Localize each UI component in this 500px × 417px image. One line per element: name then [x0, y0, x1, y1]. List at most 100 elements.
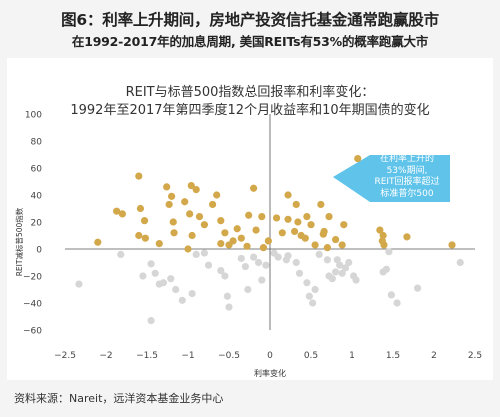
data-point — [252, 226, 260, 234]
data-point — [305, 292, 313, 300]
y-axis-label: REIT减标普500指数 — [14, 207, 24, 276]
figure-title: 图6：利率上升期间，房地产投资信托基金通常跑赢股市 — [61, 11, 439, 29]
data-point — [217, 217, 225, 225]
data-point — [338, 269, 346, 277]
y-tick-label: −40 — [23, 300, 42, 310]
data-point — [448, 241, 456, 249]
data-point — [221, 272, 229, 280]
data-point — [168, 192, 176, 200]
data-point — [147, 316, 155, 325]
data-point — [414, 284, 422, 292]
data-point — [155, 240, 163, 248]
data-point — [241, 262, 249, 271]
data-point — [332, 268, 340, 276]
data-point — [325, 213, 333, 221]
data-point — [385, 248, 393, 256]
x-tick-label: 2.5 — [468, 351, 482, 361]
data-point — [151, 269, 159, 277]
data-point — [165, 200, 173, 209]
data-point — [340, 221, 348, 229]
data-point — [200, 221, 208, 229]
data-point — [262, 261, 270, 269]
data-point — [75, 280, 83, 288]
data-point — [188, 231, 196, 240]
data-point — [376, 226, 384, 234]
y-tick-label: −60 — [23, 327, 42, 337]
data-point — [225, 303, 233, 311]
data-point — [333, 256, 341, 264]
x-tick-label: 0 — [267, 351, 273, 361]
data-point — [345, 258, 353, 267]
data-point — [272, 214, 281, 222]
data-point — [181, 198, 189, 206]
data-point — [303, 279, 311, 287]
data-point — [319, 230, 327, 238]
y-tick-label: 40 — [31, 192, 43, 202]
data-point — [332, 235, 340, 244]
data-point — [264, 237, 272, 245]
data-point — [186, 210, 194, 218]
source-note: 资料来源：Nareit，远洋资本基金业务中心 — [14, 392, 224, 405]
y-tick-label: 100 — [25, 111, 42, 121]
data-point — [118, 210, 126, 218]
callout-text: 在利率上升的 53%期间, REIT回报率超过 标准普尔500 — [370, 154, 444, 200]
x-tick-label: −2.5 — [54, 351, 76, 361]
data-point — [178, 296, 186, 304]
data-point — [278, 229, 286, 237]
data-point — [387, 291, 395, 299]
data-point — [94, 238, 102, 246]
data-point — [328, 275, 336, 283]
data-point — [192, 250, 200, 258]
callout-line: REIT回报率超过 — [374, 177, 440, 187]
data-point — [139, 272, 147, 280]
chart-panel: REIT与标普500指数总回报率和利率变化： 1992年至2017年第四季度12… — [7, 58, 493, 380]
data-point — [250, 184, 258, 192]
data-point — [284, 215, 292, 223]
data-point — [244, 285, 252, 294]
y-tick-label: 60 — [31, 165, 43, 175]
figure-subtitle: 在1992-2017年的加息周期, 美国REITs有53%的概率跑赢大市 — [71, 34, 429, 49]
x-tick-label: −1.5 — [136, 351, 158, 361]
data-point — [147, 260, 155, 268]
x-tick-label: −1 — [181, 351, 194, 361]
data-point — [393, 299, 401, 307]
data-point — [159, 279, 167, 287]
callout-line: 53%期间, — [386, 165, 428, 176]
data-point — [217, 240, 225, 248]
data-point — [188, 289, 196, 298]
chart-title-line2: 1992年至2017年第四季度12个月收益率和10年期国债的变化 — [70, 103, 430, 118]
data-point — [187, 181, 195, 190]
data-point — [113, 207, 121, 215]
data-point — [258, 213, 266, 221]
data-point — [237, 234, 245, 242]
data-point — [311, 285, 319, 294]
x-tick-label: 0.5 — [304, 351, 318, 361]
data-point — [243, 242, 251, 250]
data-point — [295, 269, 304, 277]
data-point — [140, 217, 149, 225]
data-point — [307, 221, 315, 229]
data-point — [284, 191, 292, 199]
data-point — [341, 264, 350, 272]
data-point — [223, 292, 231, 300]
x-tick-label: −2 — [99, 351, 112, 361]
x-tick-label: −0.5 — [218, 351, 240, 361]
data-point — [303, 213, 311, 221]
data-point — [292, 200, 300, 209]
data-point — [250, 253, 258, 261]
callout-arrow — [333, 155, 450, 202]
y-tick-label: −20 — [23, 273, 42, 283]
y-tick-label: 80 — [31, 138, 43, 148]
data-point — [354, 154, 362, 163]
data-point — [167, 275, 175, 283]
y-tick-label: 20 — [31, 219, 43, 229]
x-axis-label: 利率变化 — [254, 368, 286, 378]
data-point — [192, 186, 200, 194]
x-tick-label: 1 — [349, 351, 355, 361]
data-point — [233, 225, 241, 233]
data-point — [291, 227, 299, 236]
x-tick-label: 2 — [431, 351, 437, 361]
data-point — [135, 231, 143, 240]
data-point — [136, 204, 145, 213]
